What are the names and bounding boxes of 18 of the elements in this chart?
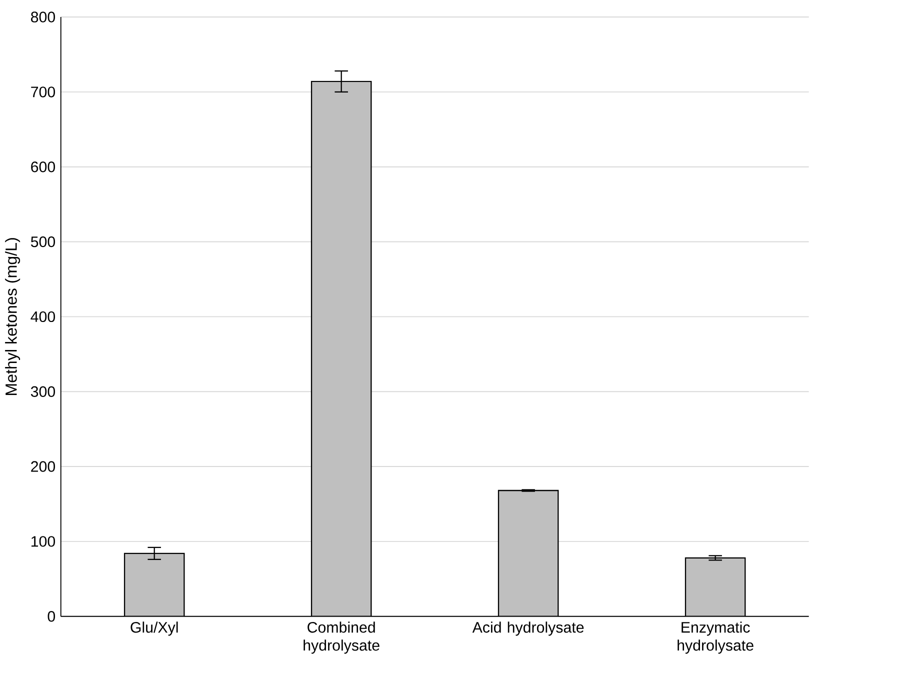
y-tick-label: 0	[48, 611, 56, 622]
y-tick-label: 600	[31, 162, 56, 172]
x-tick-label: Glu/Xyl	[130, 622, 178, 636]
y-tick-label: 500	[30, 236, 56, 248]
bar	[124, 552, 185, 616]
x-tick-label: Acid hydrolysate	[472, 622, 584, 636]
bar	[310, 81, 372, 616]
y-tick-label: 700	[31, 86, 56, 98]
y-tick-label: 800	[31, 12, 56, 23]
x-tick-label: Enzymatic hydrolysate	[678, 622, 754, 654]
x-tick-label: Combined hydrolysate	[304, 622, 380, 654]
y-tick-label: 300	[30, 386, 56, 398]
bar	[684, 557, 746, 616]
y-tick-label: 200	[31, 461, 56, 472]
y-tick-label: 100	[32, 536, 56, 547]
y-tick-label: 400	[30, 311, 56, 322]
bar	[498, 490, 559, 616]
y-axis-title: Methyl ketones (mg/L)	[5, 238, 20, 396]
